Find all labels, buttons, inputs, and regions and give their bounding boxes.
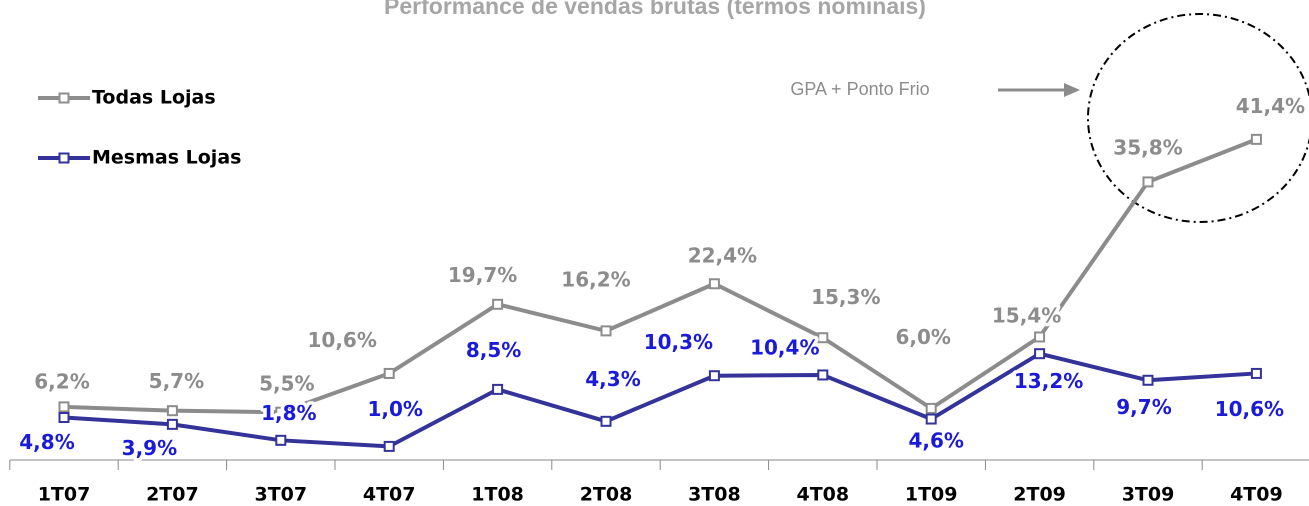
value-label: 19,7%	[448, 263, 517, 287]
point-marker	[492, 298, 504, 310]
value-label: 10,4%	[750, 335, 819, 359]
point-marker	[708, 278, 720, 290]
point-marker	[1142, 176, 1154, 188]
point-marker	[1250, 133, 1262, 145]
point-marker	[1034, 331, 1046, 343]
point-marker	[275, 406, 287, 418]
x-tick-label: 1T08	[471, 484, 524, 506]
point-marker	[708, 370, 720, 382]
value-label: 4,6%	[908, 429, 963, 453]
x-tick-label: 4T09	[1230, 484, 1283, 506]
legend-marker	[58, 152, 70, 164]
value-label: 15,4%	[992, 303, 1061, 327]
value-label: 9,7%	[1116, 395, 1171, 419]
value-label: 4,8%	[19, 430, 74, 454]
legend-label: Todas Lojas	[92, 87, 216, 109]
point-marker	[817, 369, 829, 381]
point-marker	[166, 405, 178, 417]
x-tick-label: 3T07	[254, 484, 307, 506]
legend-label: Mesmas Lojas	[92, 147, 241, 169]
point-marker	[1034, 348, 1046, 360]
x-tick-label: 3T09	[1122, 484, 1175, 506]
x-tick-label: 4T08	[796, 484, 849, 506]
value-label: 6,2%	[34, 369, 89, 393]
point-marker	[492, 383, 504, 395]
annotation: GPA + Ponto Frio	[790, 79, 929, 99]
value-label: 3,9%	[122, 436, 177, 460]
point-marker	[383, 367, 395, 379]
value-label: 15,3%	[811, 285, 880, 309]
value-label: 4,3%	[585, 367, 640, 391]
point-marker	[925, 402, 937, 414]
x-tick-label: 2T08	[580, 484, 633, 506]
value-label: 6,0%	[895, 325, 950, 349]
legend-marker	[58, 92, 70, 104]
point-marker	[1142, 374, 1154, 386]
value-label: 5,5%	[259, 372, 314, 396]
x-tick-label: 3T08	[688, 484, 741, 506]
point-marker	[817, 332, 829, 344]
point-marker	[58, 401, 70, 413]
value-label: 10,6%	[1215, 397, 1284, 421]
x-tick-label: 4T07	[363, 484, 416, 506]
value-label: 22,4%	[688, 243, 757, 267]
point-marker	[58, 412, 70, 424]
point-marker	[600, 415, 612, 427]
point-marker	[166, 418, 178, 430]
value-label: 8,5%	[466, 338, 521, 362]
x-tick-label: 2T09	[1013, 484, 1066, 506]
point-marker	[925, 413, 937, 425]
x-tick-label: 1T09	[905, 484, 958, 506]
value-label: 16,2%	[561, 267, 630, 291]
highlight-ellipse	[1087, 13, 1309, 223]
value-label: 41,4%	[1236, 94, 1305, 118]
chart-title: Performance de vendas brutas (termos nom…	[384, 0, 926, 19]
value-label: 10,3%	[644, 330, 713, 354]
series-line	[63, 351, 1257, 449]
x-tick-label: 2T07	[146, 484, 199, 506]
value-label: 13,2%	[1014, 369, 1083, 393]
series-line	[63, 137, 1258, 415]
x-tick-label: 1T07	[38, 484, 91, 506]
point-marker	[1250, 367, 1262, 379]
point-marker	[383, 440, 395, 452]
point-marker	[600, 325, 612, 337]
value-label: 10,6%	[308, 328, 377, 352]
value-label: 1,8%	[261, 401, 316, 425]
value-label: 35,8%	[1113, 135, 1182, 159]
value-label: 5,7%	[149, 369, 204, 393]
arrow-head	[1064, 83, 1080, 97]
point-marker	[275, 434, 287, 446]
value-label: 1,0%	[367, 397, 422, 421]
